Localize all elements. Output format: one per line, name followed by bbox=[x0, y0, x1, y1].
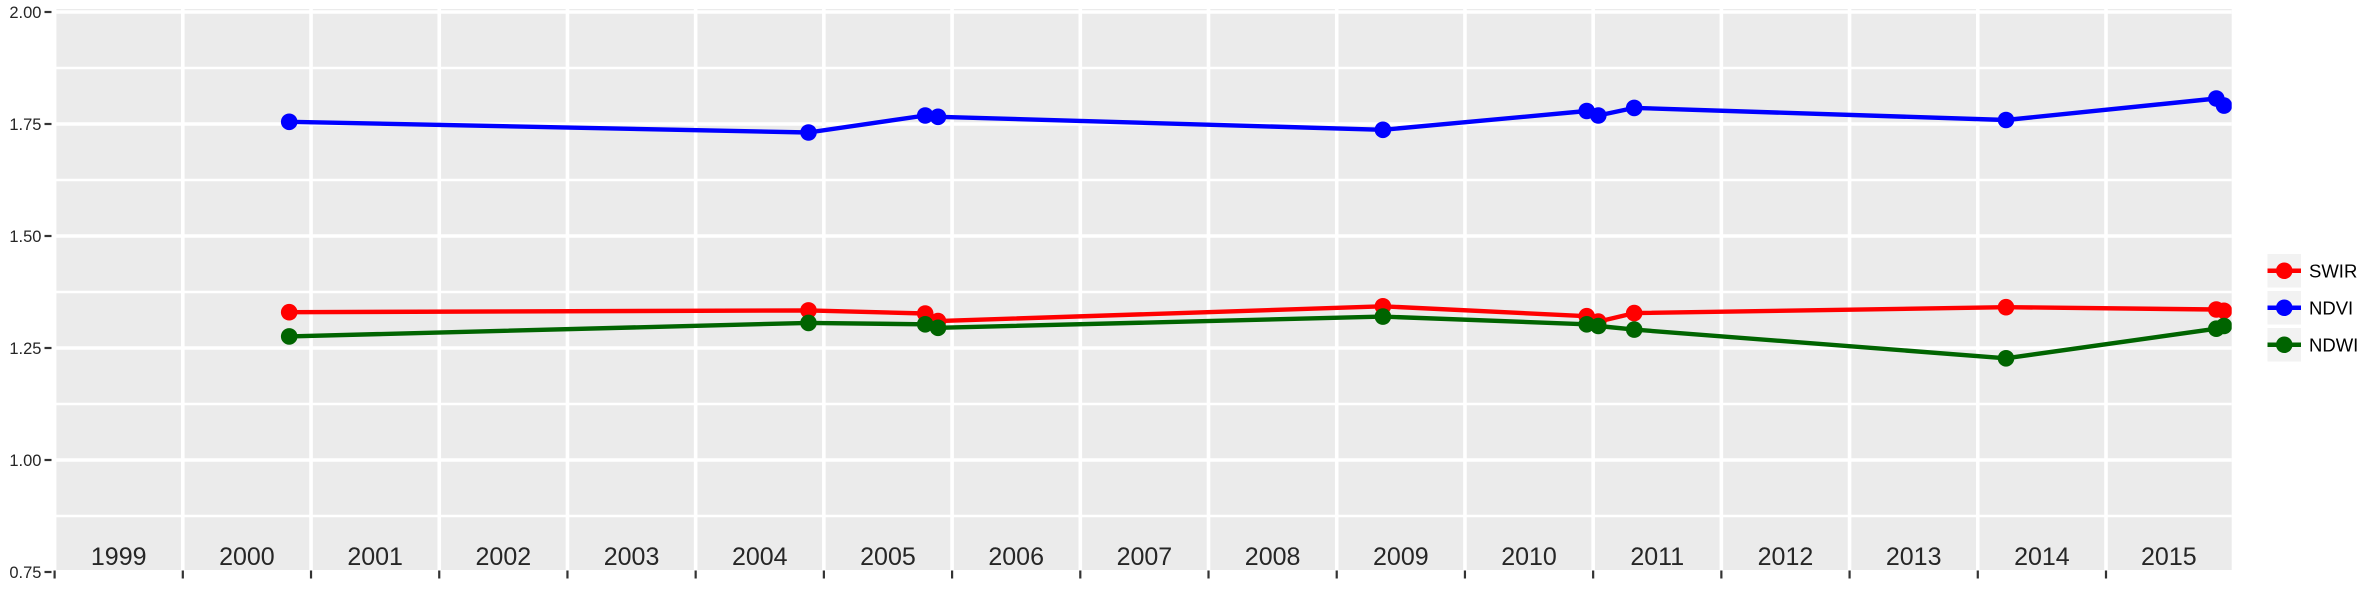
data-point-ndvi bbox=[800, 124, 817, 141]
legend: SWIR NDVI NDWI bbox=[2267, 254, 2358, 362]
legend-label-ndwi: NDWI bbox=[2309, 334, 2358, 355]
gridlines bbox=[52, 9, 2232, 570]
data-point-ndvi bbox=[1590, 107, 1607, 124]
data-point-ndvi bbox=[1374, 121, 1392, 139]
data-point-ndvi bbox=[1997, 111, 2015, 129]
data-point-swir bbox=[800, 302, 817, 319]
data-point-ndwi bbox=[1625, 321, 1643, 338]
y-axis-tick-label: 0.75 bbox=[9, 564, 41, 582]
data-point-ndvi bbox=[2215, 97, 2232, 114]
data-point-ndwi bbox=[280, 328, 298, 345]
data-point-swir bbox=[280, 303, 298, 321]
y-axis-tick-label: 1.50 bbox=[9, 228, 41, 246]
x-axis-year-label: 2013 bbox=[1886, 543, 1942, 571]
data-point-ndvi bbox=[1625, 99, 1643, 117]
x-axis-year-label: 2000 bbox=[219, 543, 275, 571]
y-axis-tick-label: 1.75 bbox=[9, 116, 41, 134]
x-axis-year-label: 2003 bbox=[604, 543, 660, 571]
data-point-ndwi bbox=[800, 314, 817, 332]
axis-ticks bbox=[44, 10, 2108, 579]
x-axis-year-label: 2005 bbox=[860, 543, 916, 571]
legend-key-point-ndwi bbox=[2275, 336, 2293, 354]
x-axis-year-label: 2014 bbox=[2014, 543, 2070, 571]
x-axis-year-label: 2015 bbox=[2141, 543, 2197, 571]
x-axis-year-label: 2012 bbox=[1758, 543, 1814, 571]
data-point-swir bbox=[1625, 304, 1643, 322]
data-point-ndwi bbox=[1374, 308, 1392, 325]
series-group bbox=[280, 90, 2232, 367]
y-axis-tick-label: 1.00 bbox=[9, 452, 41, 470]
x-axis-year-label: 2002 bbox=[476, 543, 532, 571]
legend-item-swir: SWIR bbox=[2267, 254, 2357, 288]
legend-key-point-ndvi bbox=[2275, 299, 2293, 317]
data-point-ndwi bbox=[2215, 317, 2232, 335]
plot-panel bbox=[53, 9, 2232, 570]
legend-item-ndvi: NDVI bbox=[2267, 291, 2353, 325]
x-axis-year-label: 2004 bbox=[732, 543, 788, 571]
y-axis-tick-label: 2.00 bbox=[9, 4, 41, 22]
x-axis-year-label: 2011 bbox=[1630, 543, 1684, 571]
data-point-ndvi bbox=[929, 108, 947, 126]
data-point-ndwi bbox=[929, 319, 947, 337]
legend-item-ndwi: NDWI bbox=[2267, 328, 2358, 362]
x-axis-year-label: 2006 bbox=[988, 543, 1044, 571]
data-point-swir bbox=[1997, 298, 2015, 316]
data-point-ndvi bbox=[280, 113, 298, 131]
x-axis-year-label: 2010 bbox=[1501, 543, 1557, 571]
legend-key-point-swir bbox=[2275, 262, 2293, 280]
data-point-ndwi bbox=[1590, 317, 1607, 335]
x-axis-year-label: 2009 bbox=[1373, 543, 1429, 571]
data-point-swir bbox=[2215, 302, 2232, 320]
legend-label-ndvi: NDVI bbox=[2309, 297, 2353, 318]
data-point-ndvi bbox=[916, 107, 934, 124]
data-point-ndwi bbox=[916, 316, 934, 333]
y-axis-labels: 0.75 1.00 1.25 1.50 1.75 2.00 bbox=[9, 4, 41, 582]
x-axis-year-label: 2007 bbox=[1117, 543, 1173, 571]
x-axis-labels: 1999 2000 2001 2002 2003 2004 2005 2006 2007 2008… bbox=[91, 543, 2197, 571]
y-axis-tick-label: 1.25 bbox=[9, 340, 41, 358]
x-axis-year-label: 2001 bbox=[347, 543, 403, 571]
x-axis-year-label: 1999 bbox=[91, 543, 147, 571]
data-point-ndwi bbox=[1997, 350, 2015, 367]
legend-label-swir: SWIR bbox=[2309, 260, 2357, 281]
x-axis-year-label: 2008 bbox=[1245, 543, 1301, 571]
